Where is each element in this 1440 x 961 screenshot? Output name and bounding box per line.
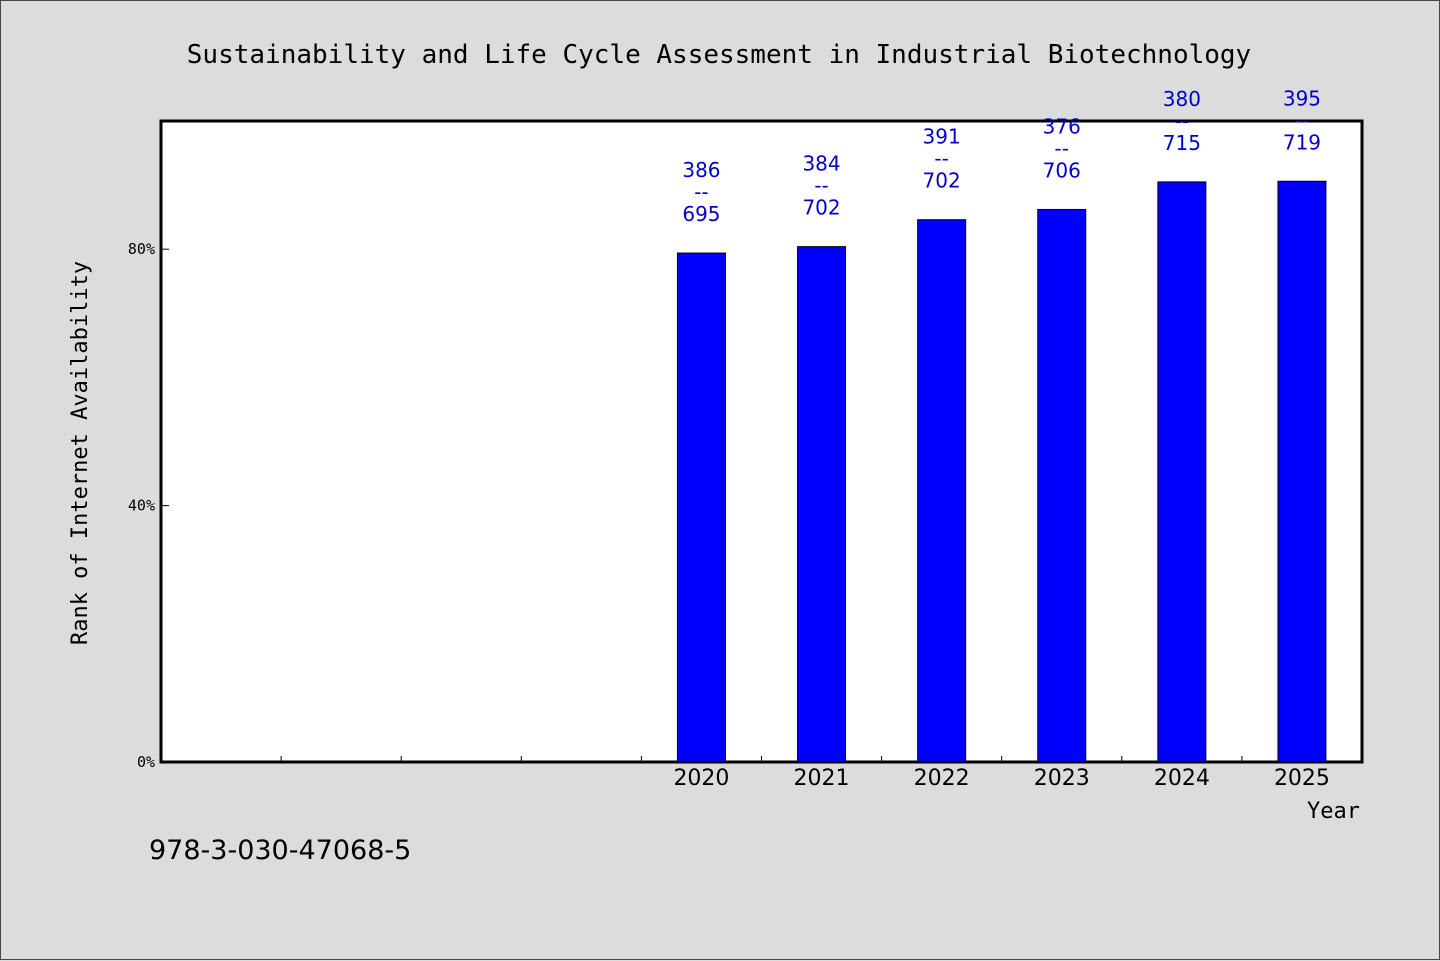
x-tick-label: 2025 bbox=[1274, 766, 1330, 791]
bar-label-total: 702 bbox=[923, 169, 961, 193]
bars-layer: 386--695384--702391--702376--706380--715… bbox=[676, 86, 1327, 763]
bar-label-rank: 386 bbox=[682, 158, 720, 182]
bar-label-rank: 391 bbox=[923, 125, 961, 149]
x-tick-label: 2024 bbox=[1154, 766, 1210, 791]
x-tick-label: 2020 bbox=[673, 766, 729, 791]
bar-label-rank: 376 bbox=[1043, 114, 1081, 138]
bar-label-separator: -- bbox=[934, 147, 948, 171]
bar-label-total: 702 bbox=[802, 196, 840, 220]
y-axis-label: Rank of Internet Availability bbox=[68, 261, 93, 645]
bar bbox=[1277, 180, 1327, 763]
bar-label-rank: 384 bbox=[802, 152, 840, 176]
bar bbox=[1157, 181, 1207, 763]
bar-label-separator: -- bbox=[694, 180, 708, 204]
bar-label-total: 719 bbox=[1283, 130, 1321, 154]
bar-label-rank: 395 bbox=[1283, 86, 1321, 110]
bar bbox=[676, 252, 726, 763]
bar bbox=[797, 246, 847, 763]
bar-label-total: 695 bbox=[682, 202, 720, 226]
bar-label-total: 706 bbox=[1043, 158, 1081, 182]
bar-label-total: 715 bbox=[1163, 131, 1201, 155]
ticks-layer: 0% 40% 80% 2020 2021 2022 2023 2024 2025 bbox=[128, 240, 1330, 791]
bar-label-separator: -- bbox=[814, 174, 828, 198]
bar bbox=[917, 219, 967, 763]
bar-label-separator: -- bbox=[1055, 136, 1069, 160]
y-tick-label: 0% bbox=[137, 753, 155, 771]
y-tick-label: 80% bbox=[128, 240, 155, 258]
isbn-text: 978-3-030-47068-5 bbox=[149, 835, 412, 866]
bar-label-separator: -- bbox=[1295, 108, 1309, 132]
bar-label-rank: 380 bbox=[1163, 87, 1201, 111]
bar bbox=[1037, 208, 1087, 763]
x-tick-label: 2021 bbox=[794, 766, 850, 791]
chart-title: Sustainability and Life Cycle Assessment… bbox=[187, 40, 1251, 70]
bar-label-separator: -- bbox=[1175, 109, 1189, 133]
x-tick-label: 2023 bbox=[1034, 766, 1090, 791]
x-axis-label: Year bbox=[1307, 799, 1360, 824]
x-tick-label: 2022 bbox=[914, 766, 970, 791]
y-tick-label: 40% bbox=[128, 497, 155, 515]
